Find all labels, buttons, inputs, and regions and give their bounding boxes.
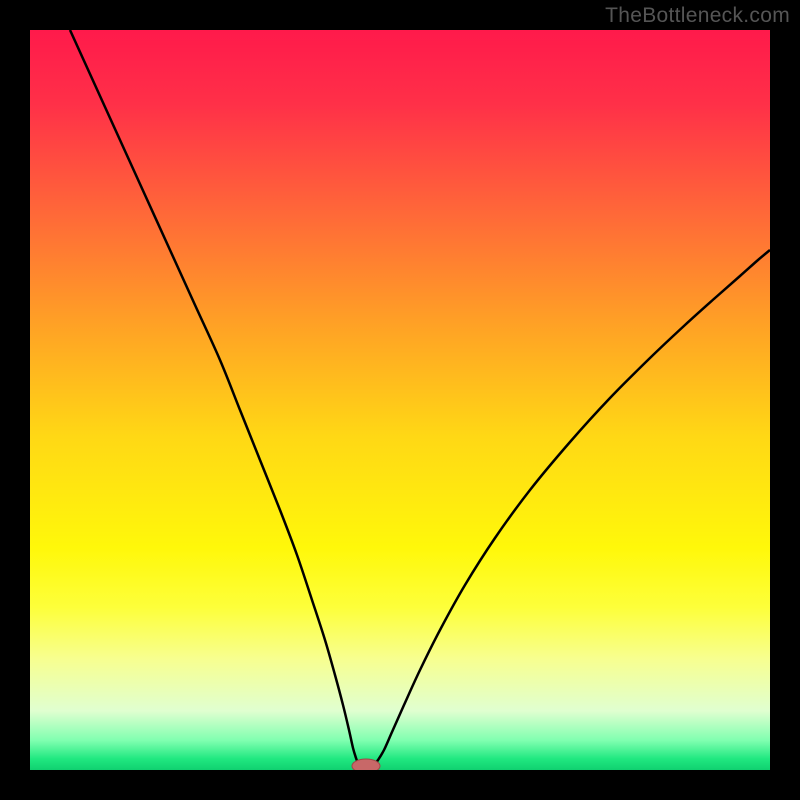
chart-area: [30, 30, 770, 770]
chart-curves: [30, 30, 770, 770]
valley-marker: [352, 759, 380, 770]
curve-right-branch: [374, 250, 770, 765]
watermark-text: TheBottleneck.com: [605, 4, 790, 28]
curve-left-branch: [70, 30, 360, 765]
